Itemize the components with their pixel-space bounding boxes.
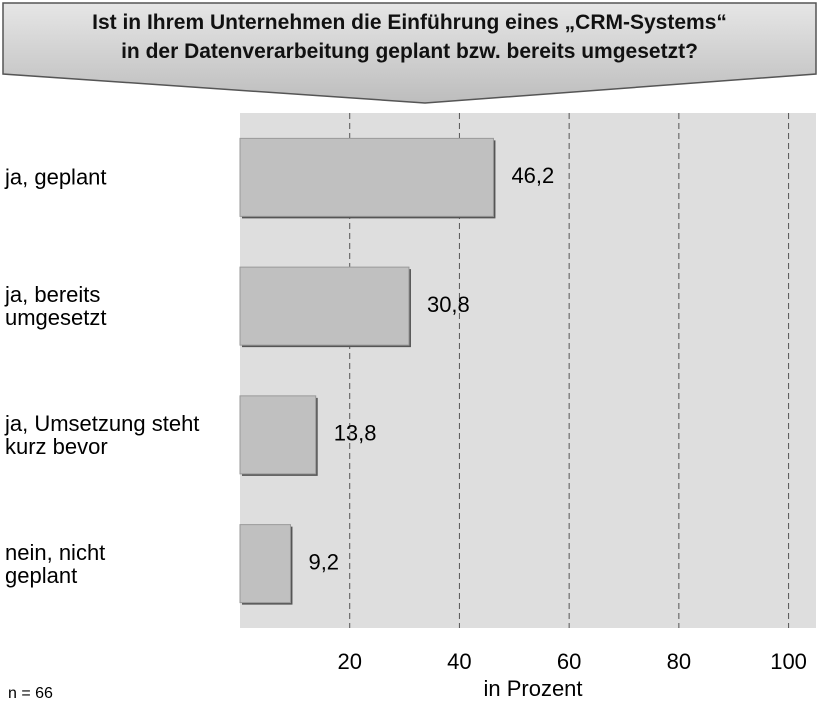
value-label: 13,8 [334, 421, 377, 446]
bar [239, 266, 410, 346]
x-tick-label: 20 [337, 649, 361, 674]
x-tick-label: 80 [667, 649, 691, 674]
plot-area: 46,2 30,8 13,8 9,2 [239, 113, 816, 628]
bar [239, 395, 317, 475]
note: n = 66 [8, 685, 53, 702]
chart-title: Ist in Ihrem Unternehmen die Einführung … [92, 11, 727, 63]
x-tick-label: 100 [770, 649, 807, 674]
category-label: ja, Umsetzung steht kurz bevor [5, 410, 200, 459]
x-tick-label: 40 [447, 649, 471, 674]
bar [239, 524, 291, 604]
category-label: nein, nicht geplant [5, 539, 106, 588]
category-label: ja, bereits umgesetzt [5, 282, 107, 331]
category-label: ja, geplant [5, 164, 107, 190]
value-label: 30,8 [427, 292, 470, 317]
bar [239, 137, 494, 217]
x-tick-label: 60 [557, 649, 581, 674]
value-label: 9,2 [308, 549, 339, 574]
x-axis-label: in Prozent [483, 676, 582, 701]
value-label: 46,2 [511, 163, 554, 188]
title-banner [2, 2, 817, 104]
